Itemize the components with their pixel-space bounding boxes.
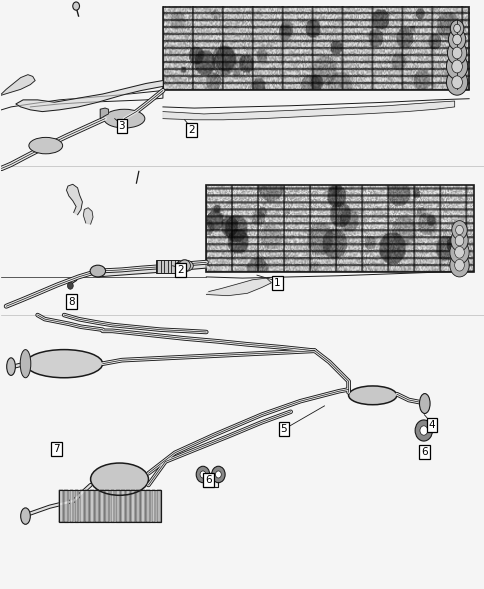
- Circle shape: [450, 230, 467, 251]
- Polygon shape: [105, 489, 109, 522]
- Circle shape: [454, 226, 462, 234]
- Circle shape: [446, 54, 467, 80]
- Circle shape: [449, 240, 468, 264]
- Polygon shape: [91, 262, 206, 277]
- Polygon shape: [100, 108, 108, 118]
- Text: 6: 6: [205, 475, 212, 485]
- Text: 1: 1: [273, 279, 280, 289]
- Circle shape: [447, 41, 466, 65]
- Circle shape: [419, 426, 427, 435]
- Text: 4: 4: [428, 420, 435, 430]
- Ellipse shape: [348, 386, 396, 405]
- Polygon shape: [16, 81, 163, 111]
- Circle shape: [196, 466, 209, 482]
- Circle shape: [454, 246, 463, 258]
- Ellipse shape: [90, 265, 106, 277]
- Polygon shape: [121, 489, 124, 522]
- Circle shape: [452, 34, 460, 45]
- Circle shape: [453, 24, 459, 32]
- Polygon shape: [163, 101, 454, 120]
- Circle shape: [454, 235, 463, 246]
- Polygon shape: [146, 489, 150, 522]
- Ellipse shape: [91, 463, 148, 495]
- Text: 2: 2: [177, 265, 184, 275]
- Text: 2: 2: [188, 125, 195, 135]
- Ellipse shape: [29, 137, 62, 154]
- Circle shape: [200, 471, 205, 478]
- Circle shape: [450, 20, 463, 37]
- Circle shape: [452, 47, 461, 59]
- Circle shape: [446, 70, 467, 95]
- Polygon shape: [83, 208, 93, 224]
- Ellipse shape: [179, 260, 190, 272]
- Circle shape: [454, 259, 463, 271]
- Text: 6: 6: [421, 446, 427, 456]
- Ellipse shape: [21, 508, 30, 524]
- Polygon shape: [141, 489, 145, 522]
- Polygon shape: [95, 489, 99, 522]
- Circle shape: [451, 221, 466, 239]
- Polygon shape: [1, 75, 35, 95]
- Polygon shape: [69, 489, 73, 522]
- Circle shape: [414, 420, 432, 441]
- Circle shape: [449, 253, 468, 277]
- Polygon shape: [156, 489, 160, 522]
- Circle shape: [451, 76, 461, 89]
- Polygon shape: [206, 278, 271, 296]
- Bar: [156, 260, 179, 273]
- Polygon shape: [151, 489, 155, 522]
- Polygon shape: [100, 489, 104, 522]
- Circle shape: [451, 60, 461, 73]
- Bar: [59, 489, 160, 522]
- Polygon shape: [79, 489, 83, 522]
- Ellipse shape: [7, 358, 15, 375]
- Ellipse shape: [26, 350, 103, 378]
- Text: 8: 8: [68, 296, 75, 306]
- Circle shape: [448, 29, 465, 50]
- Ellipse shape: [104, 109, 145, 128]
- Bar: [206, 186, 473, 272]
- Polygon shape: [90, 489, 94, 522]
- Circle shape: [67, 282, 73, 289]
- Text: 3: 3: [119, 121, 125, 131]
- Polygon shape: [131, 489, 135, 522]
- Polygon shape: [64, 489, 68, 522]
- Polygon shape: [110, 489, 114, 522]
- Text: 7: 7: [53, 444, 60, 454]
- Ellipse shape: [176, 260, 193, 272]
- Circle shape: [211, 466, 225, 482]
- Text: 5: 5: [280, 424, 287, 434]
- Circle shape: [215, 471, 221, 478]
- Ellipse shape: [419, 393, 429, 413]
- Circle shape: [73, 2, 79, 10]
- Polygon shape: [66, 184, 82, 215]
- Polygon shape: [75, 489, 78, 522]
- Ellipse shape: [20, 350, 31, 378]
- Polygon shape: [59, 489, 63, 522]
- Polygon shape: [136, 489, 140, 522]
- Polygon shape: [115, 489, 119, 522]
- Polygon shape: [126, 489, 130, 522]
- Polygon shape: [85, 489, 89, 522]
- Bar: [163, 6, 468, 91]
